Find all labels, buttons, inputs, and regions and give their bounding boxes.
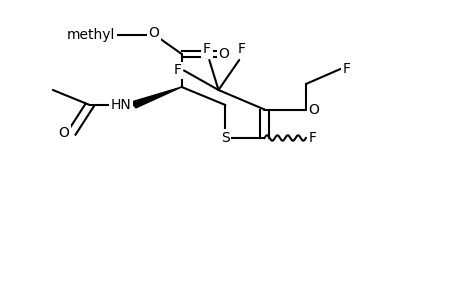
Text: F: F: [174, 64, 181, 77]
Text: S: S: [220, 131, 230, 145]
Text: HN: HN: [110, 98, 131, 112]
Text: F: F: [342, 62, 350, 76]
Text: O: O: [218, 47, 229, 61]
Text: F: F: [202, 42, 211, 56]
Text: methyl: methyl: [67, 28, 115, 41]
Text: O: O: [58, 127, 69, 140]
Text: O: O: [148, 26, 159, 40]
Text: F: F: [308, 131, 315, 145]
Polygon shape: [131, 87, 181, 108]
Text: F: F: [237, 42, 245, 56]
Text: O: O: [308, 103, 319, 116]
